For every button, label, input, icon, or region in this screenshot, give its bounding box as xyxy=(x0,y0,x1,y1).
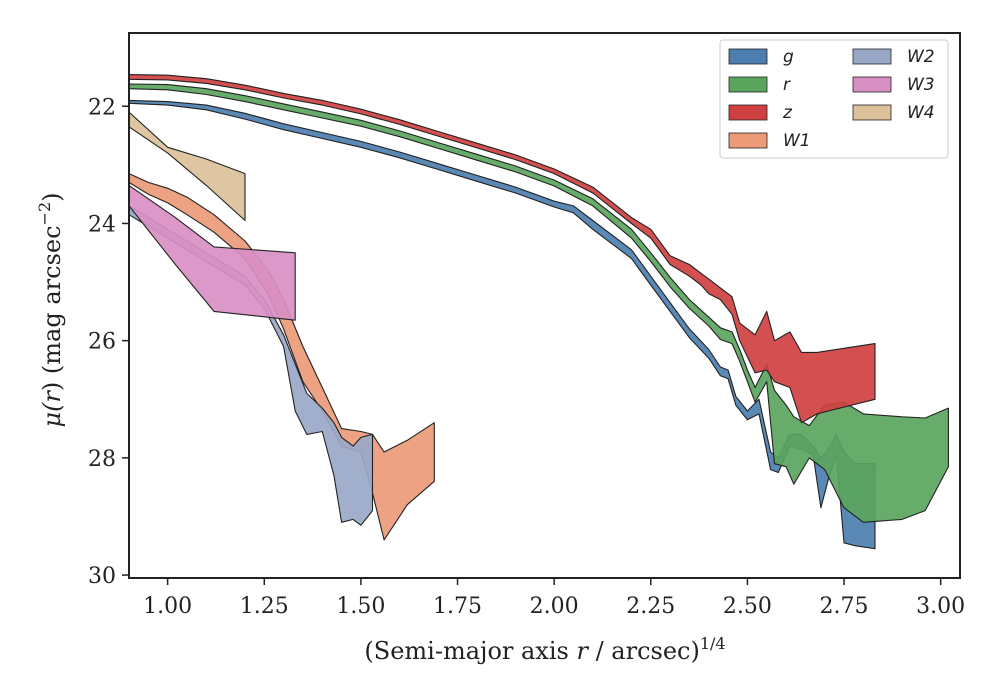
legend-swatch-r xyxy=(728,76,768,93)
legend-label-r: r xyxy=(783,75,791,95)
series-band-w3 xyxy=(128,184,296,321)
legend-swatch-z xyxy=(728,104,768,121)
x-tick-label: 2.00 xyxy=(530,594,579,619)
legend-label-w4: W4 xyxy=(907,103,935,123)
plot-frame xyxy=(128,32,961,579)
legend-swatch-w4 xyxy=(852,104,892,121)
legend-frame xyxy=(719,39,949,159)
y-tick-label: 22 xyxy=(88,95,116,120)
legend: grz W1 W2 W3 W4 xyxy=(719,39,949,159)
y-tick-label: 24 xyxy=(88,212,116,237)
legend-label-w1: W1 xyxy=(783,131,811,151)
legend-label-w2: W2 xyxy=(907,47,935,67)
x-tick-label: 3.00 xyxy=(916,594,965,619)
x-tick-label: 1.50 xyxy=(336,594,385,619)
y-axis-label: μ(r) (mag arcsec−2) xyxy=(35,192,66,427)
x-tick-label: 2.25 xyxy=(626,594,675,619)
y-tick-label: 28 xyxy=(88,447,116,472)
y-tick-label: 26 xyxy=(88,330,116,355)
legend-swatch-w1 xyxy=(728,132,768,149)
x-axis-label: (Semi-major axis r / arcsec)1/4 xyxy=(364,634,725,665)
legend-swatch-w3 xyxy=(852,76,892,93)
legend-swatch-w2 xyxy=(852,48,892,65)
legend-label-g: g xyxy=(783,47,794,67)
x-axis-ticks: 1.00 1.25 1.50 1.75 2.00 2.25 2.50 2.75 3.00 xyxy=(143,578,965,619)
series-band-z xyxy=(128,74,876,424)
series-band-w4 xyxy=(128,111,246,222)
legend-label-w3: W3 xyxy=(907,75,935,95)
x-tick-label: 1.75 xyxy=(433,594,482,619)
series-band-g xyxy=(128,99,876,550)
x-tick-label: 2.50 xyxy=(723,594,772,619)
y-axis-ticks: 22 24 26 28 30 xyxy=(88,95,129,589)
x-tick-label: 1.25 xyxy=(240,594,289,619)
y-tick-label: 30 xyxy=(88,564,116,589)
legend-label-z: z xyxy=(782,103,793,123)
x-tick-label: 1.00 xyxy=(143,594,192,619)
x-tick-label: 2.75 xyxy=(820,594,869,619)
series-band-r xyxy=(128,83,949,523)
legend-swatch-g xyxy=(728,48,768,65)
series-layer xyxy=(128,74,949,550)
